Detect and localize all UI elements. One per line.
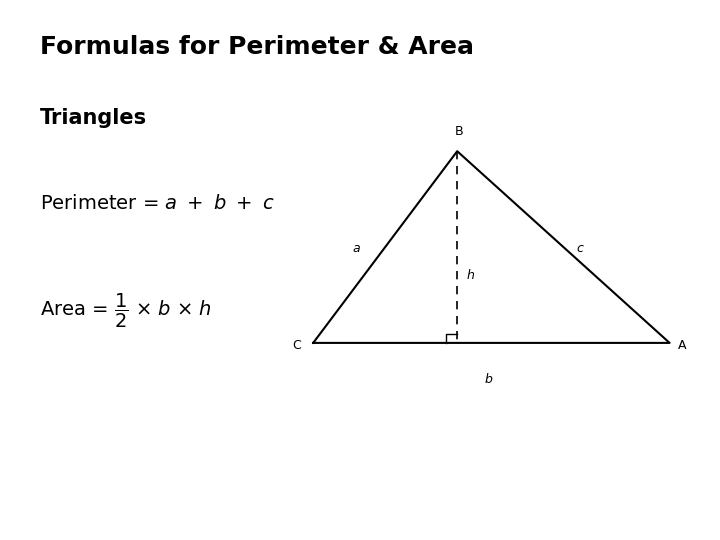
Text: Area = $\dfrac{1}{2}$ $\times$ $b$ $\times$ $h$: Area = $\dfrac{1}{2}$ $\times$ $b$ $\tim… [40,292,212,330]
Text: a: a [352,242,360,255]
Text: Triangles: Triangles [40,108,147,128]
Text: h: h [467,269,474,282]
Text: Formulas for Perimeter & Area: Formulas for Perimeter & Area [40,35,474,59]
Text: C: C [292,339,301,352]
Text: c: c [576,242,583,255]
Text: A: A [678,339,687,352]
Text: B: B [454,125,463,138]
Text: b: b [485,373,492,386]
Text: Perimeter = $a\ +\ b\ +\ c$: Perimeter = $a\ +\ b\ +\ c$ [40,194,274,213]
